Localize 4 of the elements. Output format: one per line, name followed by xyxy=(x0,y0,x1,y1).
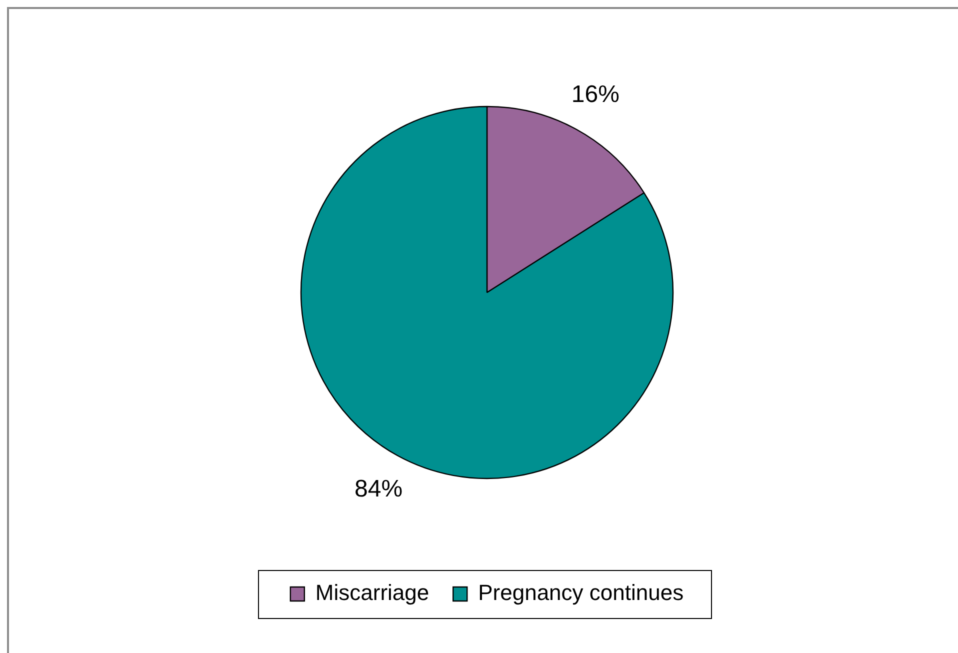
data-label: 84% xyxy=(354,475,403,502)
data-label: 16% xyxy=(571,80,620,108)
legend-label: Miscarriage xyxy=(315,580,430,606)
legend-label: Pregnancy continues xyxy=(478,580,684,606)
